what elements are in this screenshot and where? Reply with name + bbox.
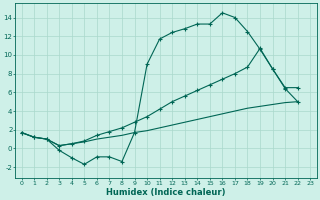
X-axis label: Humidex (Indice chaleur): Humidex (Indice chaleur)	[106, 188, 226, 197]
